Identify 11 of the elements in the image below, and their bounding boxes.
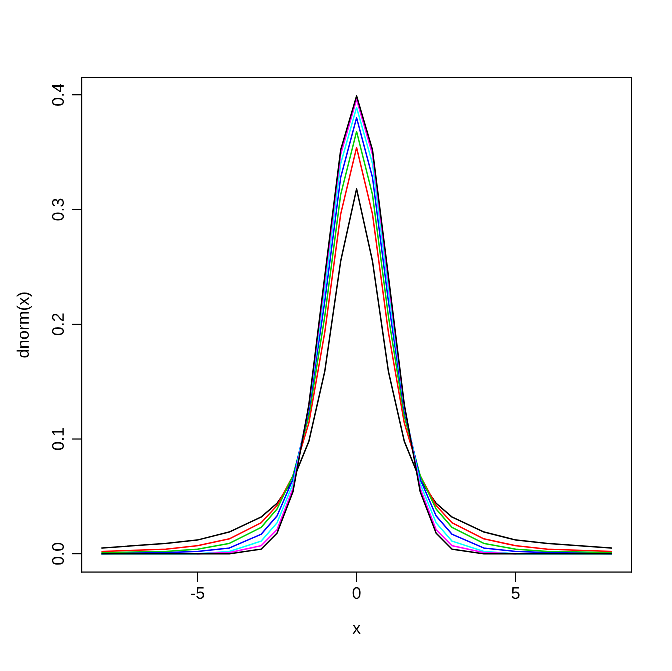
x-tick-label: 0 <box>352 587 361 600</box>
y-tick-label: 0.4 <box>52 84 64 106</box>
y-tick-label: 0.3 <box>52 198 64 221</box>
x-tick-label: -5 <box>191 588 204 600</box>
y-tick-label: 0.2 <box>52 314 64 336</box>
y-tick-label: 0.1 <box>52 428 64 450</box>
y-tick-label: 0.0 <box>52 543 64 565</box>
y-axis-title: dnorm(x) <box>16 292 32 358</box>
x-axis-title: x <box>352 625 361 634</box>
line-series <box>197 98 517 555</box>
x-tick-label: 5 <box>512 588 520 600</box>
